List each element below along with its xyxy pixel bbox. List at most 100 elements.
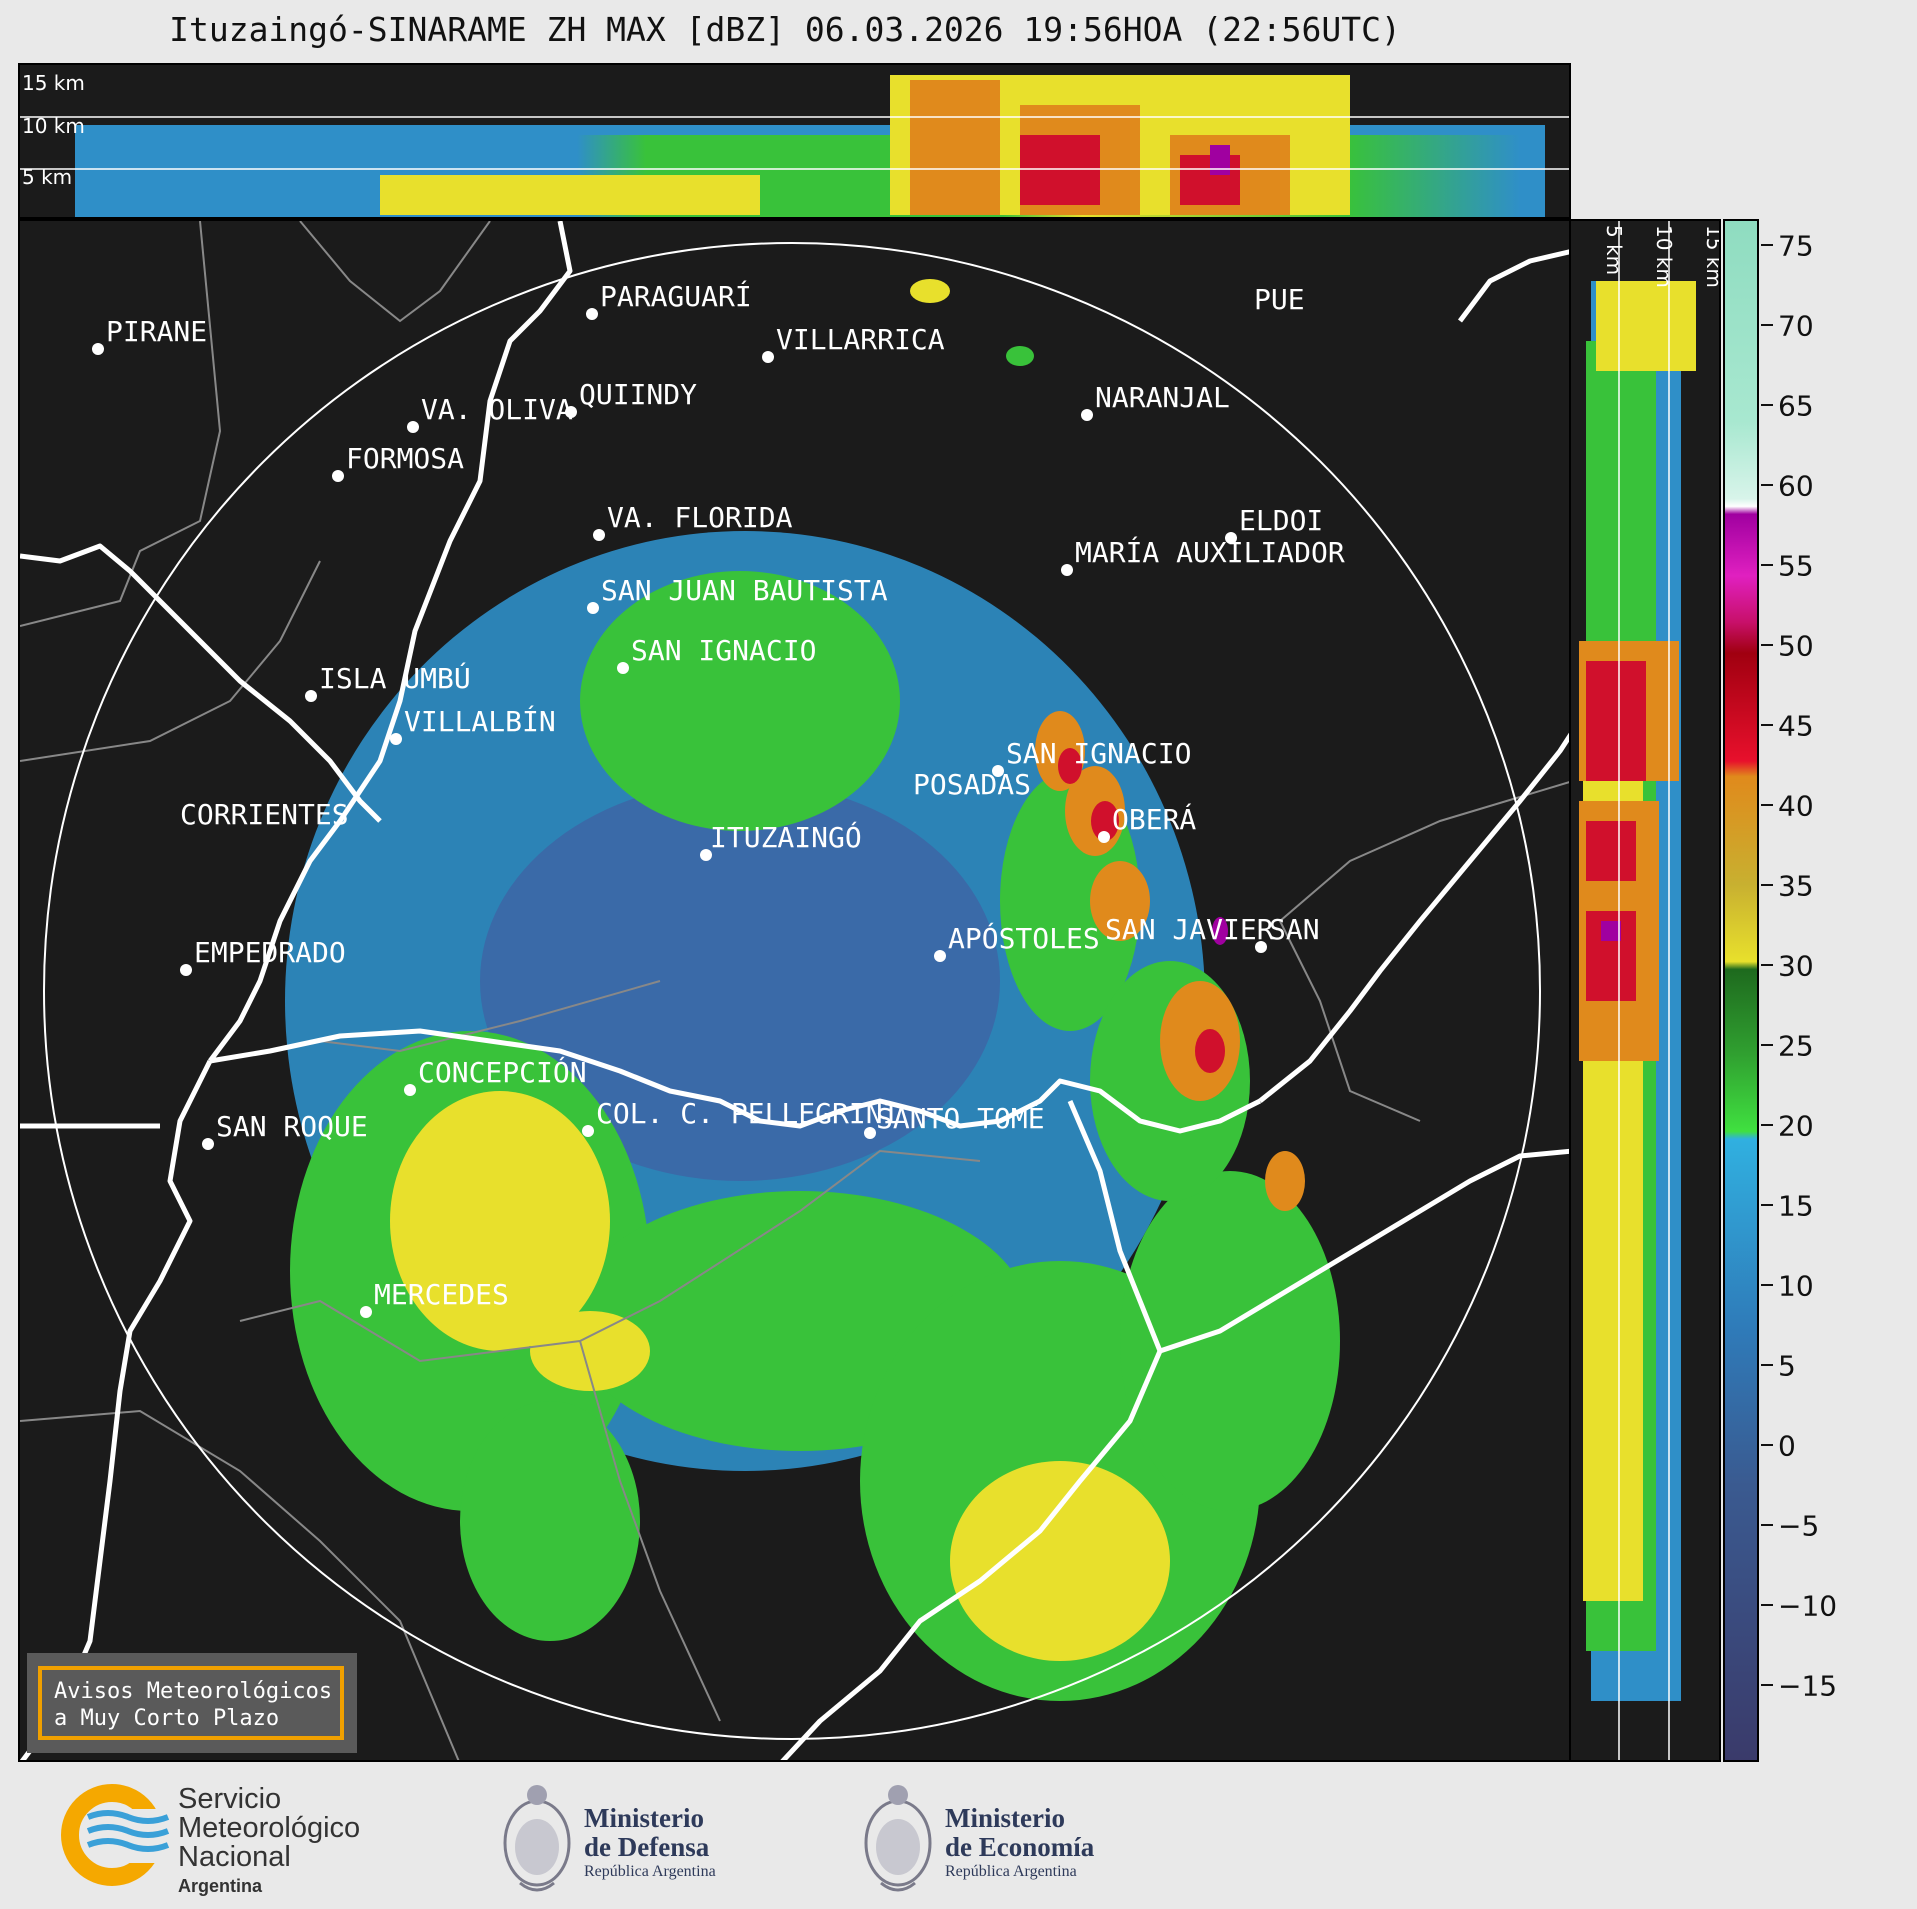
echo-green-southwest: [460, 1401, 640, 1641]
echo-green-north-small: [1006, 346, 1034, 366]
border-river-parana-main: [209, 1028, 1262, 1134]
boundary-line: [579, 1340, 721, 1722]
city-label-obera: OBERÁ: [1112, 802, 1196, 836]
smn-country: Argentina: [178, 1876, 263, 1896]
colorbar-label-70: 70: [1778, 309, 1814, 343]
side-alt-label-10: 10 km: [1652, 225, 1676, 288]
city-dot-san-roque: [202, 1138, 214, 1150]
colorbar-tick: [1761, 1444, 1773, 1446]
city-dot-san-ignacio-ar: [992, 765, 1004, 777]
city-dot-isla-umbu: [305, 690, 317, 702]
city-label-san-juan-bautista: SAN JUAN BAUTISTA: [601, 574, 888, 607]
colorbar-tick: [1761, 1284, 1773, 1286]
boundary-line: [299, 221, 491, 323]
smn-line-1: Servicio: [178, 1783, 282, 1815]
notice-box-inner: Avisos Meteorológicos a Muy Corto Plazo: [38, 1666, 344, 1740]
city-label-col-pellegrini: COL. C. PELLEGRINI: [596, 1097, 899, 1130]
city-label-posadas: POSADAS: [913, 768, 1031, 801]
border-river-paraguay: [208, 221, 573, 1063]
colorbar-tick: [1761, 1204, 1773, 1206]
colorbar-tick: [1761, 404, 1773, 406]
echo-green-north: [580, 571, 900, 831]
echo-red-1: [1058, 748, 1082, 784]
city-dot-mercedes: [360, 1306, 372, 1318]
top-magenta-echo: [1210, 145, 1230, 175]
colorbar-label-40: 40: [1778, 789, 1814, 823]
boundary-line: [1279, 920, 1421, 1122]
radar-map-svg: PIRANE PARAGUARÍ VILLARRICA PUE QUIINDY …: [20, 221, 1569, 1760]
border-river-pilcomayo: [20, 543, 382, 823]
city-dot-villalbin: [390, 733, 402, 745]
side-red-echo-2: [1586, 821, 1636, 881]
boundary-line: [1279, 781, 1569, 922]
side-red-echo-1: [1586, 661, 1646, 781]
city-label-va-florida: VA. FLORIDA: [607, 501, 793, 534]
colorbar-label-45: 45: [1778, 709, 1814, 743]
city-dot-san-juan-bautista: [587, 602, 599, 614]
notice-line-2: a Muy Corto Plazo: [54, 1706, 280, 1731]
colorbar-label-minus15: −15: [1778, 1669, 1838, 1703]
city-dot-san-ignacio-py: [617, 662, 629, 674]
colorbar-tick: [1761, 644, 1773, 646]
city-dot-concepcion: [404, 1084, 416, 1096]
city-label-apostoles: APÓSTOLES: [948, 921, 1100, 955]
city-dot-formosa: [332, 470, 344, 482]
city-label-maria-auxiliadora: MARÍA AUXILIADOR: [1075, 535, 1345, 569]
city-label-va-oliva: VA. OLIVA: [421, 393, 573, 426]
city-label-eldorado: ELDOI: [1239, 504, 1323, 537]
boundary-line: [20, 560, 321, 762]
top-yellow-echo-left: [380, 175, 760, 215]
international-borders: [20, 221, 1569, 1760]
city-label-mercedes: MERCEDES: [374, 1278, 509, 1311]
city-dot-naranjal: [1081, 409, 1093, 421]
economia-sub: República Argentina: [945, 1863, 1077, 1880]
city-label-san-ignacio-py: SAN IGNACIO: [631, 634, 816, 667]
colorbar-label-60: 60: [1778, 469, 1814, 503]
smn-line-3: Nacional: [178, 1841, 291, 1873]
defensa-line-1: Ministerio: [584, 1803, 704, 1833]
side-cross-section-panel: 5 km 10 km 15 km: [1569, 219, 1721, 1762]
economia-logo-text: Ministerio de Economía República Argenti…: [945, 1804, 1094, 1882]
colorbar-tick: [1761, 964, 1773, 966]
colorbar-label-50: 50: [1778, 629, 1814, 663]
city-label-san-edge: SAN: [1269, 913, 1320, 946]
colorbar-tick: [1761, 724, 1773, 726]
city-label-empedrado: EMPEDRADO: [194, 936, 346, 969]
echo-yellow-southwest: [530, 1311, 650, 1391]
colorbar-tick: [1761, 1604, 1773, 1606]
city-label-san-javier: SAN JAVIER: [1105, 913, 1274, 946]
colorbar-label-minus10: −10: [1778, 1589, 1838, 1623]
side-alt-label-15: 15 km: [1702, 225, 1721, 288]
side-magenta-echo: [1601, 921, 1621, 941]
colorbar-tick: [1761, 1044, 1773, 1046]
city-label-formosa: FORMOSA: [346, 442, 464, 475]
smn-line-2: Meteorológico: [178, 1812, 361, 1844]
defensa-sub: República Argentina: [584, 1863, 716, 1880]
colorbar-label-10: 10: [1778, 1269, 1814, 1303]
city-dot-va-oliva: [407, 421, 419, 433]
defensa-line-2: de Defensa: [584, 1832, 710, 1862]
notice-box: Avisos Meteorológicos a Muy Corto Plazo: [27, 1653, 357, 1753]
footer-logos: [61, 1784, 932, 1892]
city-label-pirane: PIRANE: [106, 315, 207, 348]
city-dot-obera: [1098, 831, 1110, 843]
top-red-echo: [1020, 135, 1100, 205]
city-label-pue: PUE: [1254, 283, 1305, 316]
city-label-quiindy: QUIINDY: [579, 378, 697, 411]
top-cross-section-svg: 15 km 10 km 5 km: [20, 71, 1569, 217]
side-yellow-echo-top: [1596, 281, 1696, 371]
city-dot-paraguari: [586, 308, 598, 320]
top-alt-label-10: 10 km: [22, 114, 85, 138]
echo-yellow-south: [950, 1461, 1170, 1661]
border-river-iguazu: [1458, 249, 1569, 323]
city-dot-va-florida: [593, 529, 605, 541]
echo-red-3: [1195, 1029, 1225, 1073]
echo-magenta-1: [1212, 917, 1228, 945]
defensa-seal-icon: [503, 1785, 571, 1892]
city-label-concepcion: CONCEPCIÓN: [418, 1055, 587, 1089]
colorbar-label-0: 0: [1778, 1429, 1796, 1463]
colorbar-label-15: 15: [1778, 1189, 1814, 1223]
colorbar-tick: [1761, 1124, 1773, 1126]
top-cross-section-panel: 15 km 10 km 5 km: [18, 63, 1571, 219]
city-label-corrientes: CORRIENTES: [180, 798, 349, 831]
